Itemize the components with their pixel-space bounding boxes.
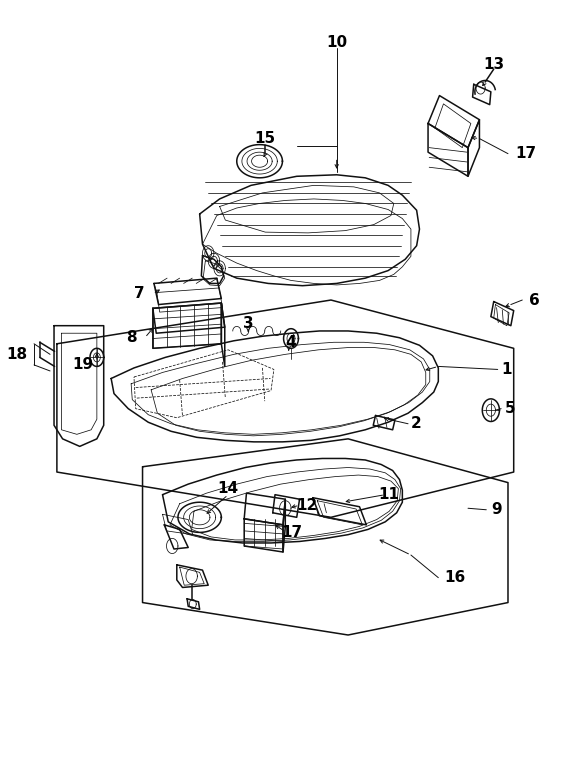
Text: 5: 5 (505, 401, 515, 416)
Text: 14: 14 (218, 481, 239, 496)
Text: 17: 17 (515, 146, 536, 161)
Text: 18: 18 (6, 347, 27, 362)
Text: 4: 4 (285, 334, 297, 350)
Text: 6: 6 (529, 293, 540, 308)
Text: 12: 12 (297, 498, 318, 513)
Text: 3: 3 (243, 316, 253, 331)
Text: 11: 11 (378, 487, 400, 502)
Text: 10: 10 (326, 34, 347, 49)
Text: 2: 2 (411, 416, 422, 431)
Text: 7: 7 (134, 287, 145, 302)
Text: 17: 17 (281, 525, 302, 540)
Text: 13: 13 (483, 57, 504, 72)
Text: 19: 19 (72, 357, 93, 372)
Text: 1: 1 (501, 362, 512, 377)
Text: 8: 8 (126, 331, 137, 345)
Text: 9: 9 (491, 502, 501, 518)
Text: 16: 16 (444, 570, 465, 585)
Text: 15: 15 (254, 131, 276, 146)
